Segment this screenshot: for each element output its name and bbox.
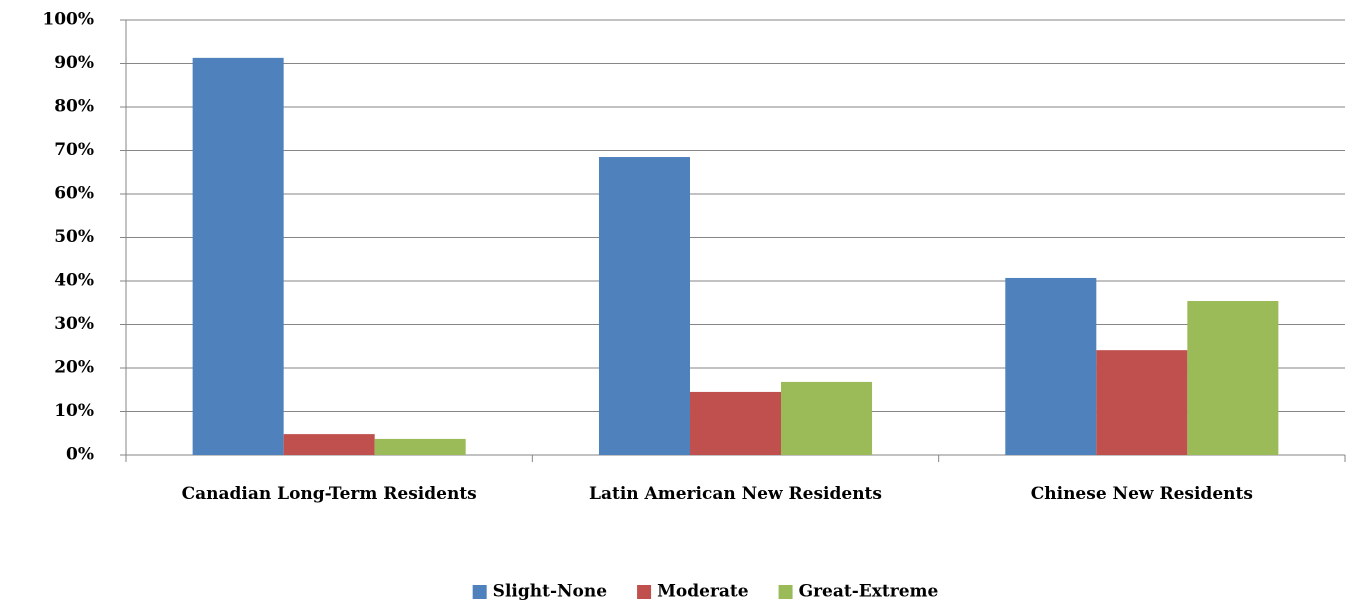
legend-swatch [472, 585, 487, 599]
legend-label: Slight-None [493, 582, 608, 602]
y-tick-label: 60% [54, 184, 94, 204]
y-tick-label: 100% [42, 10, 94, 30]
y-tick-label: 40% [54, 271, 94, 291]
x-tick-label-box: Latin American New Residents [589, 484, 882, 504]
y-tick-label: 90% [54, 53, 94, 73]
legend: Slight-None Moderate Great-Extreme [472, 582, 939, 602]
x-tick-label: Canadian Long-Term Residents [181, 484, 477, 504]
bar [1096, 350, 1188, 455]
y-tick-label: 0% [66, 445, 94, 465]
y-tick-label: 70% [54, 140, 94, 160]
y-tick-label: 50% [54, 227, 94, 247]
x-tick-label: Chinese New Residents [1030, 484, 1253, 504]
bar [374, 438, 466, 455]
x-tick-label-box: Chinese New Residents [1030, 484, 1253, 504]
y-tick-label: 20% [54, 358, 94, 378]
x-tick-label-box: Canadian Long-Term Residents [181, 484, 477, 504]
y-tick-label: 10% [54, 401, 94, 421]
y-tick-label: 80% [54, 97, 94, 117]
x-tick-label: Latin American New Residents [589, 484, 882, 504]
bar [1187, 301, 1279, 455]
bar [1005, 277, 1097, 455]
legend-swatch [778, 585, 793, 599]
bar [192, 57, 284, 455]
bar [283, 434, 375, 455]
bar [689, 391, 782, 455]
y-tick-label: 30% [54, 314, 94, 334]
legend-swatch [637, 585, 652, 599]
bar [598, 157, 690, 455]
legend-label: Moderate [657, 582, 749, 602]
legend-label: Great-Extreme [799, 582, 939, 602]
bar [781, 381, 873, 455]
